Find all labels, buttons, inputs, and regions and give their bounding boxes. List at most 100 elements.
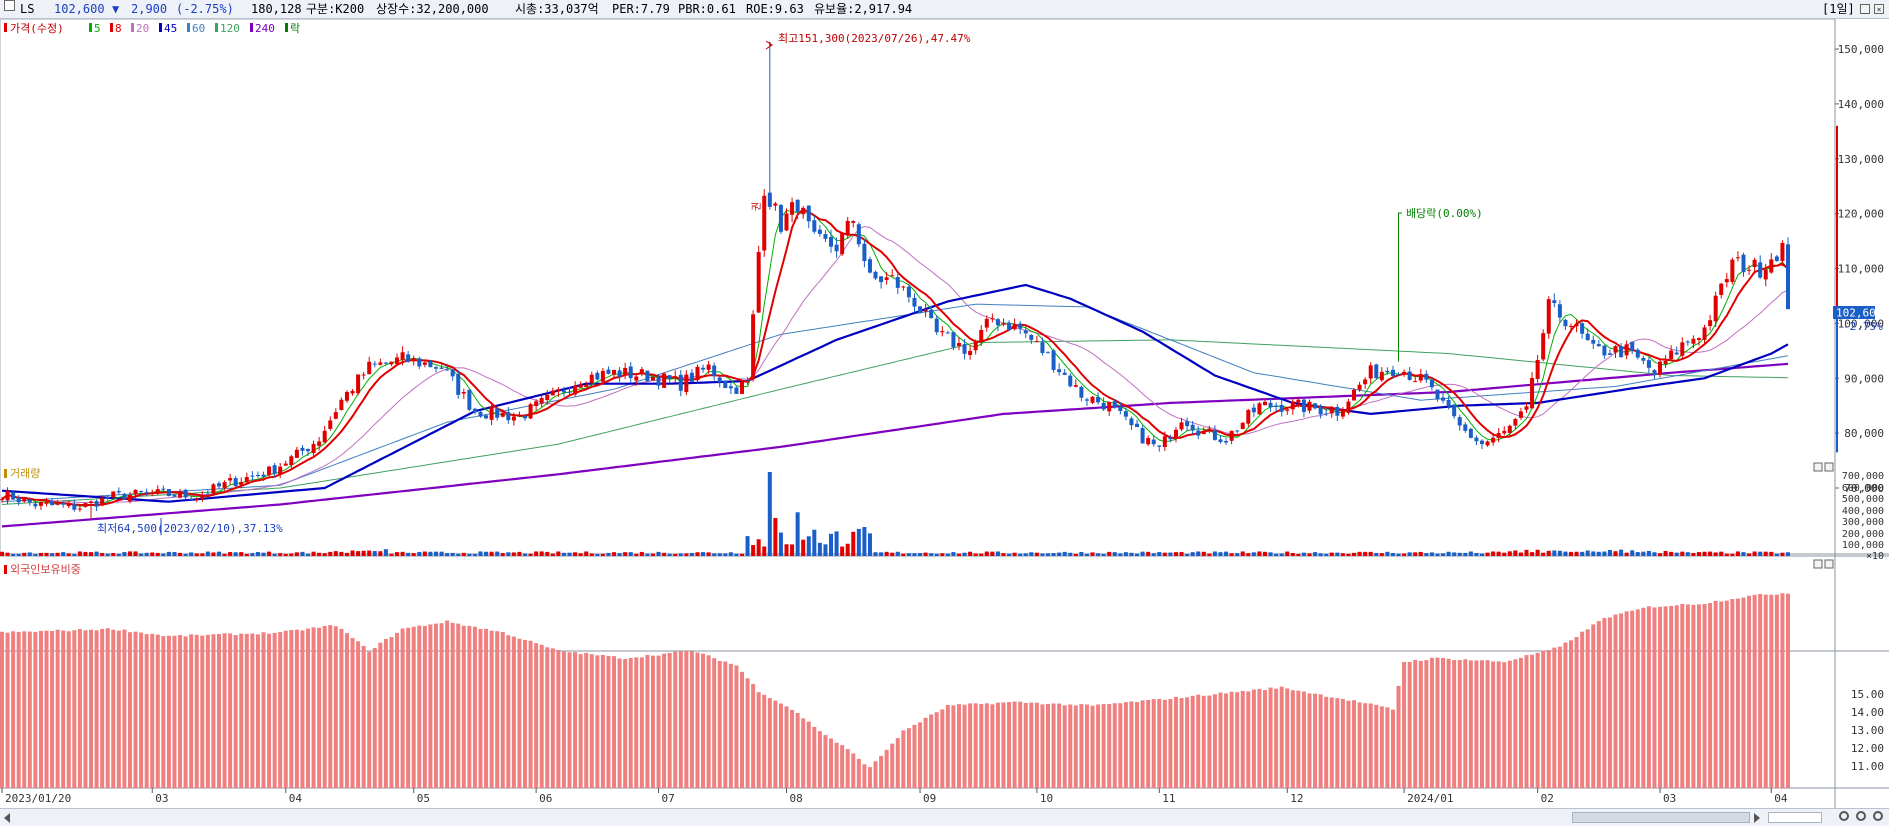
period-button[interactable]: [1일] xyxy=(1822,2,1855,16)
volume-bar xyxy=(1218,552,1223,556)
candle xyxy=(523,413,528,421)
volume-bar xyxy=(422,551,427,556)
foreign-holding-bar xyxy=(1257,688,1262,788)
candle xyxy=(172,494,177,497)
volume-bar xyxy=(1769,551,1774,556)
zoom-slider[interactable] xyxy=(1768,812,1822,823)
volume-bar xyxy=(1669,551,1674,556)
candle xyxy=(1107,401,1112,416)
foreign-holding-bar xyxy=(461,625,466,788)
category: 구분:K200 xyxy=(306,2,365,16)
foreign-holding-bar xyxy=(166,635,171,788)
zoom-in-icon[interactable] xyxy=(1856,811,1866,821)
panel-buttons[interactable] xyxy=(1813,462,1834,569)
volume-bar xyxy=(667,553,672,556)
foreign-holding-bar xyxy=(194,634,199,788)
foreign-holding-bar xyxy=(511,636,516,788)
foreign-holding-bar xyxy=(1563,642,1568,788)
foreign-holding-bar xyxy=(1747,595,1752,788)
volume-bar xyxy=(606,552,611,556)
volume-bar xyxy=(328,551,333,556)
volume-bar xyxy=(1546,550,1551,556)
foreign-holding-bar xyxy=(1146,699,1151,788)
volume-panel-close-button[interactable] xyxy=(1824,462,1834,472)
volume-bar xyxy=(456,553,461,556)
candle xyxy=(27,497,32,506)
candle xyxy=(912,293,917,314)
scroll-bar[interactable] xyxy=(0,808,1889,826)
volume-bar xyxy=(1730,553,1735,556)
candle xyxy=(1352,388,1357,401)
volume-bar xyxy=(1162,552,1167,556)
foreign-panel-min-button[interactable] xyxy=(1813,559,1823,569)
x-tick-label: 2023/01/20 xyxy=(5,792,71,805)
volume-bar xyxy=(573,552,578,556)
candle xyxy=(584,381,589,387)
candle xyxy=(595,370,600,381)
volume-bar xyxy=(1168,552,1173,556)
candle xyxy=(311,440,316,456)
zoom-out-icon[interactable] xyxy=(1839,811,1849,821)
zoom-reset-icon[interactable] xyxy=(1873,811,1883,821)
foreign-holding-bar xyxy=(1463,659,1468,788)
volume-bar xyxy=(111,553,116,556)
legend-item: 20 xyxy=(136,22,149,35)
volume-bar xyxy=(1101,553,1106,556)
candle xyxy=(801,205,806,219)
foreign-holding-bar xyxy=(790,709,795,788)
close-button[interactable]: × xyxy=(1874,4,1884,14)
scroll-thumb[interactable] xyxy=(1572,812,1750,823)
candle xyxy=(1196,426,1201,440)
foreign-holding-bar xyxy=(1402,661,1407,788)
stock-chart[interactable]: 150,000 140,000 130,000 120,000 110,000 100,0… xyxy=(0,19,1889,808)
foreign-holding-bar xyxy=(267,633,272,788)
scroll-left-icon[interactable] xyxy=(4,813,10,823)
volume-bar xyxy=(1441,553,1446,556)
volume-bar xyxy=(506,552,511,556)
foreign-holding-bar xyxy=(1235,692,1240,788)
legend-marker xyxy=(187,23,190,32)
foreign-holding-bar xyxy=(1530,654,1535,788)
minimize-button[interactable]: _ xyxy=(1860,4,1870,14)
volume-bar xyxy=(990,551,995,556)
volume-bar xyxy=(1758,551,1763,556)
volume-bar xyxy=(1646,550,1651,556)
volume-bar xyxy=(778,532,783,556)
rights-marker: 권 xyxy=(751,202,763,211)
candle xyxy=(1185,417,1190,432)
volume-bar xyxy=(867,533,872,556)
volume-bar xyxy=(995,551,1000,556)
volume-bar xyxy=(962,552,967,556)
volume-bar xyxy=(918,553,923,556)
candle xyxy=(539,394,544,408)
volume-bar xyxy=(1463,552,1468,556)
candle xyxy=(1096,392,1101,405)
foreign-holding-bar xyxy=(261,632,266,788)
candle xyxy=(178,489,183,499)
foreign-holding-bar xyxy=(189,634,194,788)
candle xyxy=(33,500,38,510)
scroll-right-icon[interactable] xyxy=(1754,813,1760,823)
legend-marker xyxy=(89,23,92,32)
foreign-holding-bar xyxy=(1001,702,1006,788)
candle xyxy=(272,463,277,478)
foreign-holding-bar xyxy=(1346,700,1351,788)
foreign-holding-bar xyxy=(1635,609,1640,788)
foreign-holding-bar xyxy=(567,652,572,788)
legend-item: 240 xyxy=(255,22,275,35)
foreign-holding-bar xyxy=(333,626,338,788)
foreign-holding-bar xyxy=(951,705,956,788)
volume-bar xyxy=(127,551,132,556)
foreign-holding-bar xyxy=(1758,593,1763,788)
candle xyxy=(1257,402,1262,415)
foreign-tick-label: 15.00 xyxy=(1851,688,1884,701)
volume-bar xyxy=(1535,549,1540,556)
foreign-panel-close-button[interactable] xyxy=(1824,559,1834,569)
volume-panel-min-button[interactable] xyxy=(1813,462,1823,472)
candle xyxy=(445,363,450,371)
candle xyxy=(139,490,144,497)
candle xyxy=(267,465,272,478)
volume-bar xyxy=(951,552,956,556)
checkbox[interactable] xyxy=(4,0,15,11)
volume-panel xyxy=(0,472,1791,556)
